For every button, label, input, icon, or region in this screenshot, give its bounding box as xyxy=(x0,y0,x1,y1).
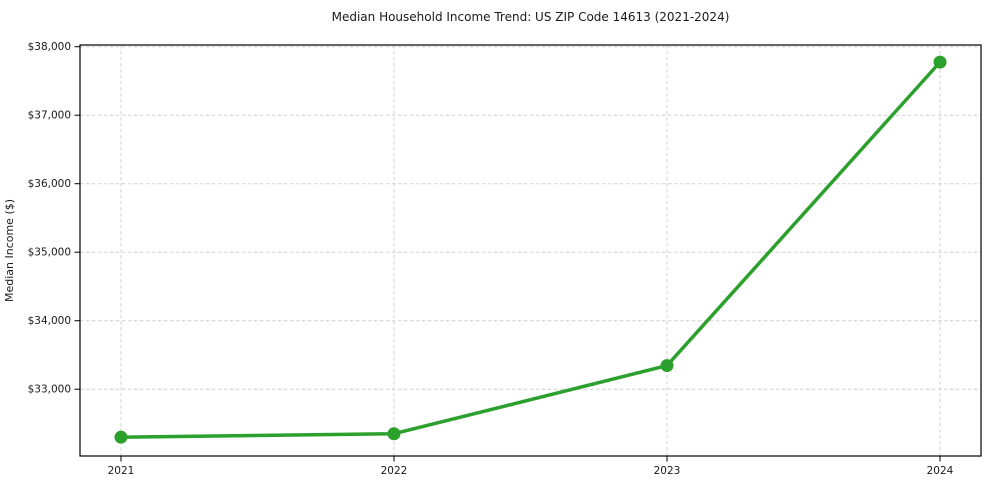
axes-spines xyxy=(79,44,982,457)
y-axis-label: Median Income ($) xyxy=(3,199,16,302)
plot-area xyxy=(80,45,981,456)
y-tick-label: $36,000 xyxy=(28,178,71,190)
trend-line xyxy=(119,60,942,439)
grid-layer xyxy=(80,45,981,456)
x-tick-label: 2024 xyxy=(927,465,954,477)
data-point-2021 xyxy=(114,430,128,444)
axis-tick-labels: $33,000 $34,000 $35,000 $36,000 $37,000 $38,0… xyxy=(28,41,954,477)
data-point-2024 xyxy=(933,55,947,69)
data-series-layer xyxy=(114,55,947,444)
x-tick-label: 2023 xyxy=(654,465,681,477)
chart-title: Median Household Income Trend: US ZIP Co… xyxy=(332,10,730,24)
y-tick-label: $38,000 xyxy=(28,41,71,53)
y-tick-label: $33,000 xyxy=(28,384,71,396)
y-tick-label: $35,000 xyxy=(28,247,71,259)
plot-border xyxy=(79,44,982,457)
x-tick-label: 2022 xyxy=(381,465,408,477)
data-point-2022 xyxy=(387,427,401,441)
data-point-2023 xyxy=(660,359,674,373)
y-tick-label: $34,000 xyxy=(28,315,71,327)
y-tick-label: $37,000 xyxy=(28,110,71,122)
x-tick-label: 2021 xyxy=(108,465,135,477)
axis-ticks xyxy=(74,46,941,462)
